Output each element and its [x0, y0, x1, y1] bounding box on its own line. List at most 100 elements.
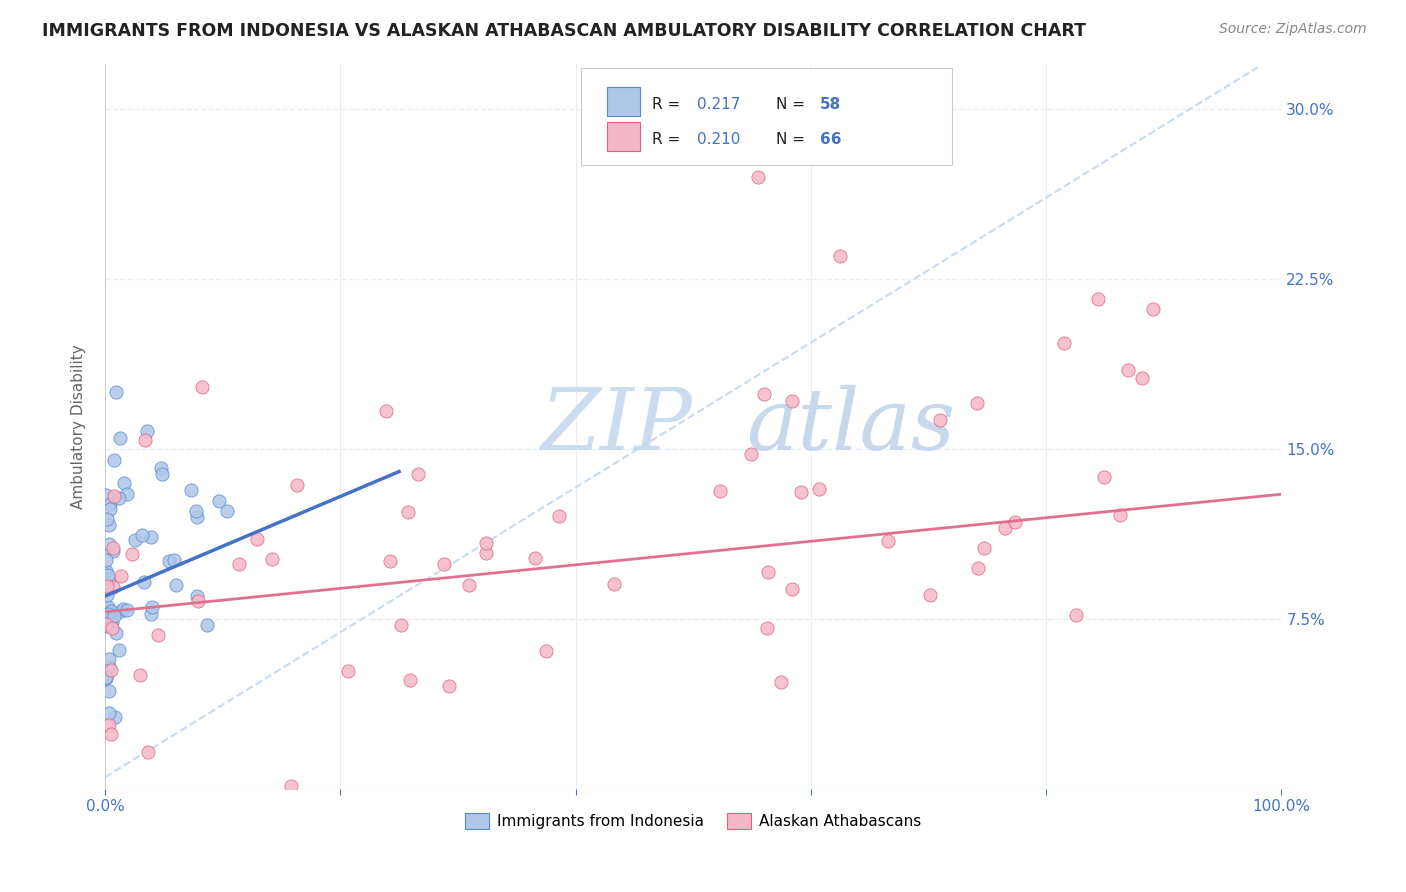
Point	[523, 550, 546, 565]
Point	[115, 603, 138, 617]
Point	[534, 644, 557, 658]
Point	[157, 554, 180, 568]
Point	[398, 673, 420, 687]
Point	[548, 509, 571, 524]
Point	[756, 565, 779, 579]
Point	[752, 387, 775, 401]
Point	[124, 533, 146, 547]
Point	[97, 600, 120, 615]
Legend: Immigrants from Indonesia, Alaskan Athabascans: Immigrants from Indonesia, Alaskan Athab…	[458, 807, 928, 835]
Point	[782, 394, 804, 409]
Point	[197, 618, 219, 632]
Point	[97, 660, 120, 674]
Point	[928, 413, 950, 427]
FancyBboxPatch shape	[582, 68, 952, 166]
Point	[280, 779, 302, 793]
Point	[918, 588, 941, 602]
Point	[101, 621, 124, 635]
Point	[136, 745, 159, 759]
Point	[1087, 293, 1109, 307]
Point	[110, 569, 132, 583]
Point	[396, 505, 419, 519]
Text: 0.210: 0.210	[697, 132, 740, 147]
Text: ZIP: ZIP	[540, 385, 692, 467]
Point	[150, 467, 173, 482]
Point	[94, 488, 117, 502]
Point	[1092, 470, 1115, 484]
Point	[877, 533, 900, 548]
Point	[100, 727, 122, 741]
Point	[104, 385, 127, 400]
Text: R =: R =	[652, 132, 685, 147]
Point	[1130, 371, 1153, 385]
Point	[186, 589, 208, 603]
Point	[96, 616, 118, 631]
Point	[380, 554, 402, 568]
Point	[389, 617, 412, 632]
Point	[110, 604, 132, 618]
Point	[755, 620, 778, 634]
Text: 66: 66	[820, 132, 842, 147]
Point	[96, 619, 118, 633]
Point	[966, 396, 988, 410]
Text: Source: ZipAtlas.com: Source: ZipAtlas.com	[1219, 22, 1367, 37]
Point	[100, 604, 122, 618]
Point	[1109, 508, 1132, 523]
Point	[98, 572, 121, 586]
Point	[1118, 362, 1140, 376]
Point	[228, 557, 250, 571]
Point	[180, 483, 202, 497]
Point	[184, 504, 207, 518]
Point	[97, 607, 120, 621]
Text: N =: N =	[776, 132, 810, 147]
FancyBboxPatch shape	[607, 87, 640, 116]
Point	[1064, 608, 1087, 623]
Point	[96, 600, 118, 615]
Point	[208, 494, 231, 508]
Text: R =: R =	[652, 97, 685, 112]
Point	[94, 608, 117, 623]
Point	[458, 578, 481, 592]
Point	[96, 588, 118, 602]
Point	[111, 602, 134, 616]
Point	[966, 561, 988, 575]
Point	[100, 497, 122, 511]
Point	[103, 710, 125, 724]
Text: atlas: atlas	[747, 385, 955, 467]
Point	[101, 541, 124, 555]
Point	[98, 717, 121, 731]
Point	[121, 547, 143, 561]
Point	[96, 553, 118, 567]
Point	[101, 581, 124, 595]
Point	[603, 577, 626, 591]
Point	[150, 461, 173, 475]
Point	[136, 424, 159, 438]
Point	[336, 664, 359, 678]
Point	[374, 404, 396, 418]
Point	[108, 642, 131, 657]
Point	[475, 545, 498, 559]
Point	[780, 582, 803, 596]
Point	[94, 564, 117, 578]
Text: IMMIGRANTS FROM INDONESIA VS ALASKAN ATHABASCAN AMBULATORY DISABILITY CORRELATIO: IMMIGRANTS FROM INDONESIA VS ALASKAN ATH…	[42, 22, 1087, 40]
Point	[246, 532, 269, 546]
Point	[134, 433, 156, 447]
Point	[165, 578, 187, 592]
Point	[98, 612, 121, 626]
Point	[1004, 515, 1026, 529]
Text: N =: N =	[776, 97, 810, 112]
Point	[191, 380, 214, 394]
Point	[808, 482, 831, 496]
Point	[97, 652, 120, 666]
Point	[141, 600, 163, 615]
Text: 0.217: 0.217	[697, 97, 740, 112]
Point	[740, 447, 762, 461]
Point	[285, 478, 308, 492]
Point	[769, 675, 792, 690]
Point	[186, 510, 208, 524]
Point	[141, 607, 163, 622]
Point	[96, 578, 118, 592]
Point	[139, 530, 162, 544]
Point	[96, 512, 118, 526]
Point	[98, 684, 121, 698]
